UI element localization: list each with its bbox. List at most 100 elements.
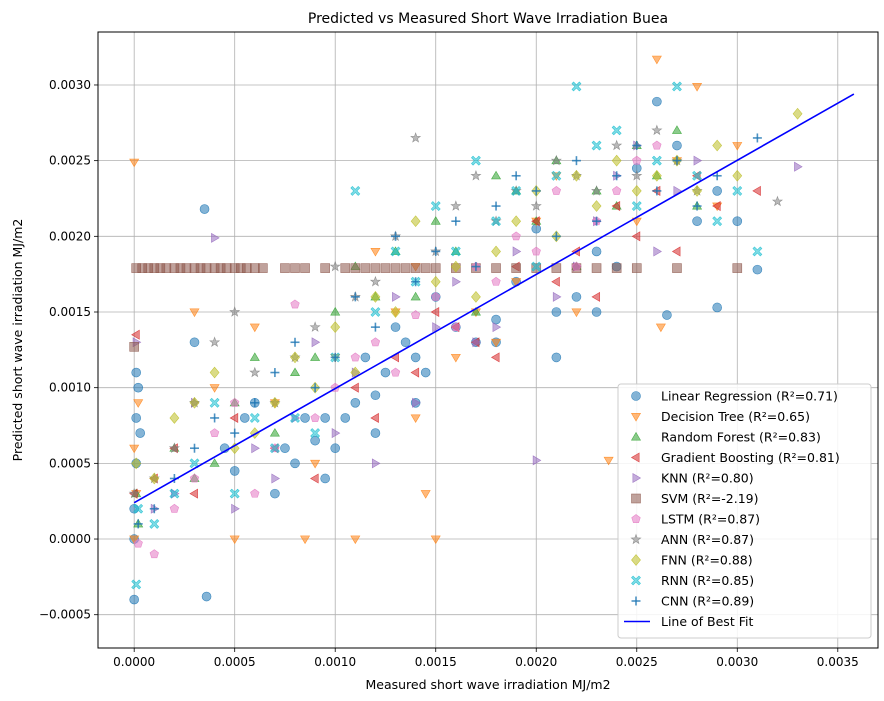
data-point	[550, 154, 562, 166]
data-point	[420, 490, 431, 499]
data-point	[290, 458, 300, 469]
data-point	[310, 383, 320, 393]
data-point	[390, 306, 401, 318]
data-point	[370, 322, 380, 332]
data-point	[794, 161, 803, 172]
data-point	[450, 353, 461, 363]
data-point	[340, 263, 351, 273]
data-point	[712, 186, 722, 196]
x-tick-label: 0.0035	[817, 655, 859, 669]
data-point	[229, 412, 239, 423]
data-point	[511, 278, 522, 287]
data-point	[631, 231, 641, 242]
data-point	[269, 427, 280, 437]
data-point	[672, 156, 682, 166]
data-point	[612, 186, 622, 195]
data-point	[310, 352, 321, 361]
y-tick-label: 0.0005	[49, 456, 91, 470]
legend-marker	[632, 472, 642, 484]
data-point	[490, 352, 500, 363]
legend-marker	[631, 554, 641, 566]
data-point	[128, 487, 140, 499]
data-point	[692, 185, 702, 197]
series-6	[133, 140, 662, 559]
data-point	[551, 170, 562, 181]
data-point	[239, 413, 250, 423]
data-point	[320, 263, 330, 273]
data-point	[671, 246, 681, 257]
data-point	[531, 216, 540, 227]
data-point	[491, 216, 501, 227]
data-point	[511, 231, 521, 241]
data-point	[380, 367, 391, 378]
data-point	[380, 263, 391, 273]
data-point	[300, 535, 311, 545]
data-point	[651, 55, 662, 65]
data-point	[471, 290, 481, 303]
data-point	[400, 263, 411, 273]
data-point	[189, 473, 200, 483]
data-point	[149, 472, 160, 485]
data-point	[133, 382, 144, 393]
data-point	[209, 428, 220, 438]
data-point	[511, 171, 521, 181]
legend: Linear Regression (R²=0.71) Decision Tree…	[617, 383, 872, 639]
data-point	[511, 185, 522, 196]
data-point	[290, 337, 300, 347]
data-point	[131, 457, 142, 470]
data-point	[692, 83, 703, 92]
data-point	[241, 263, 252, 273]
data-point	[320, 473, 330, 484]
data-point	[531, 246, 541, 256]
data-point	[290, 413, 300, 423]
data-point	[249, 352, 260, 361]
data-point	[230, 428, 240, 438]
data-point	[320, 413, 330, 423]
data-point	[410, 367, 420, 378]
data-point	[410, 215, 421, 228]
data-point	[269, 443, 280, 454]
data-point	[271, 473, 280, 484]
data-point	[249, 323, 260, 333]
data-point	[400, 337, 411, 348]
data-point	[189, 337, 200, 348]
data-point	[129, 342, 139, 352]
data-point	[673, 185, 683, 196]
x-axis-label: Measured short wave irradiation MJ/m2	[365, 677, 610, 692]
data-point	[611, 125, 622, 136]
data-point	[452, 276, 461, 287]
data-point	[290, 351, 300, 364]
data-point	[169, 503, 180, 513]
data-point	[290, 263, 300, 273]
legend-label: FNN (R²=0.88)	[661, 553, 753, 568]
y-axis-label: Predicted short wave irradiation MJ/m2	[10, 219, 25, 462]
data-point	[752, 264, 763, 275]
data-point	[229, 535, 240, 545]
data-point	[611, 263, 622, 273]
data-point	[651, 124, 663, 136]
data-point	[692, 170, 702, 181]
data-point	[430, 263, 441, 273]
data-point	[168, 442, 180, 453]
data-point	[369, 275, 381, 287]
data-point	[331, 428, 341, 439]
data-point	[491, 170, 502, 180]
data-point	[551, 307, 562, 317]
y-tick-label: 0.0000	[49, 532, 91, 546]
data-point	[432, 322, 441, 333]
data-point	[330, 306, 341, 316]
data-point	[771, 195, 784, 207]
legend-label: Line of Best Fit	[661, 614, 753, 629]
data-point	[591, 291, 601, 302]
data-point	[471, 155, 481, 166]
data-point	[655, 323, 666, 333]
data-point	[693, 155, 703, 166]
data-point	[571, 308, 582, 318]
data-point	[571, 169, 582, 182]
data-point	[131, 579, 142, 590]
data-point	[591, 263, 602, 273]
data-point	[492, 322, 502, 333]
data-point	[350, 535, 361, 545]
data-point	[692, 201, 702, 211]
